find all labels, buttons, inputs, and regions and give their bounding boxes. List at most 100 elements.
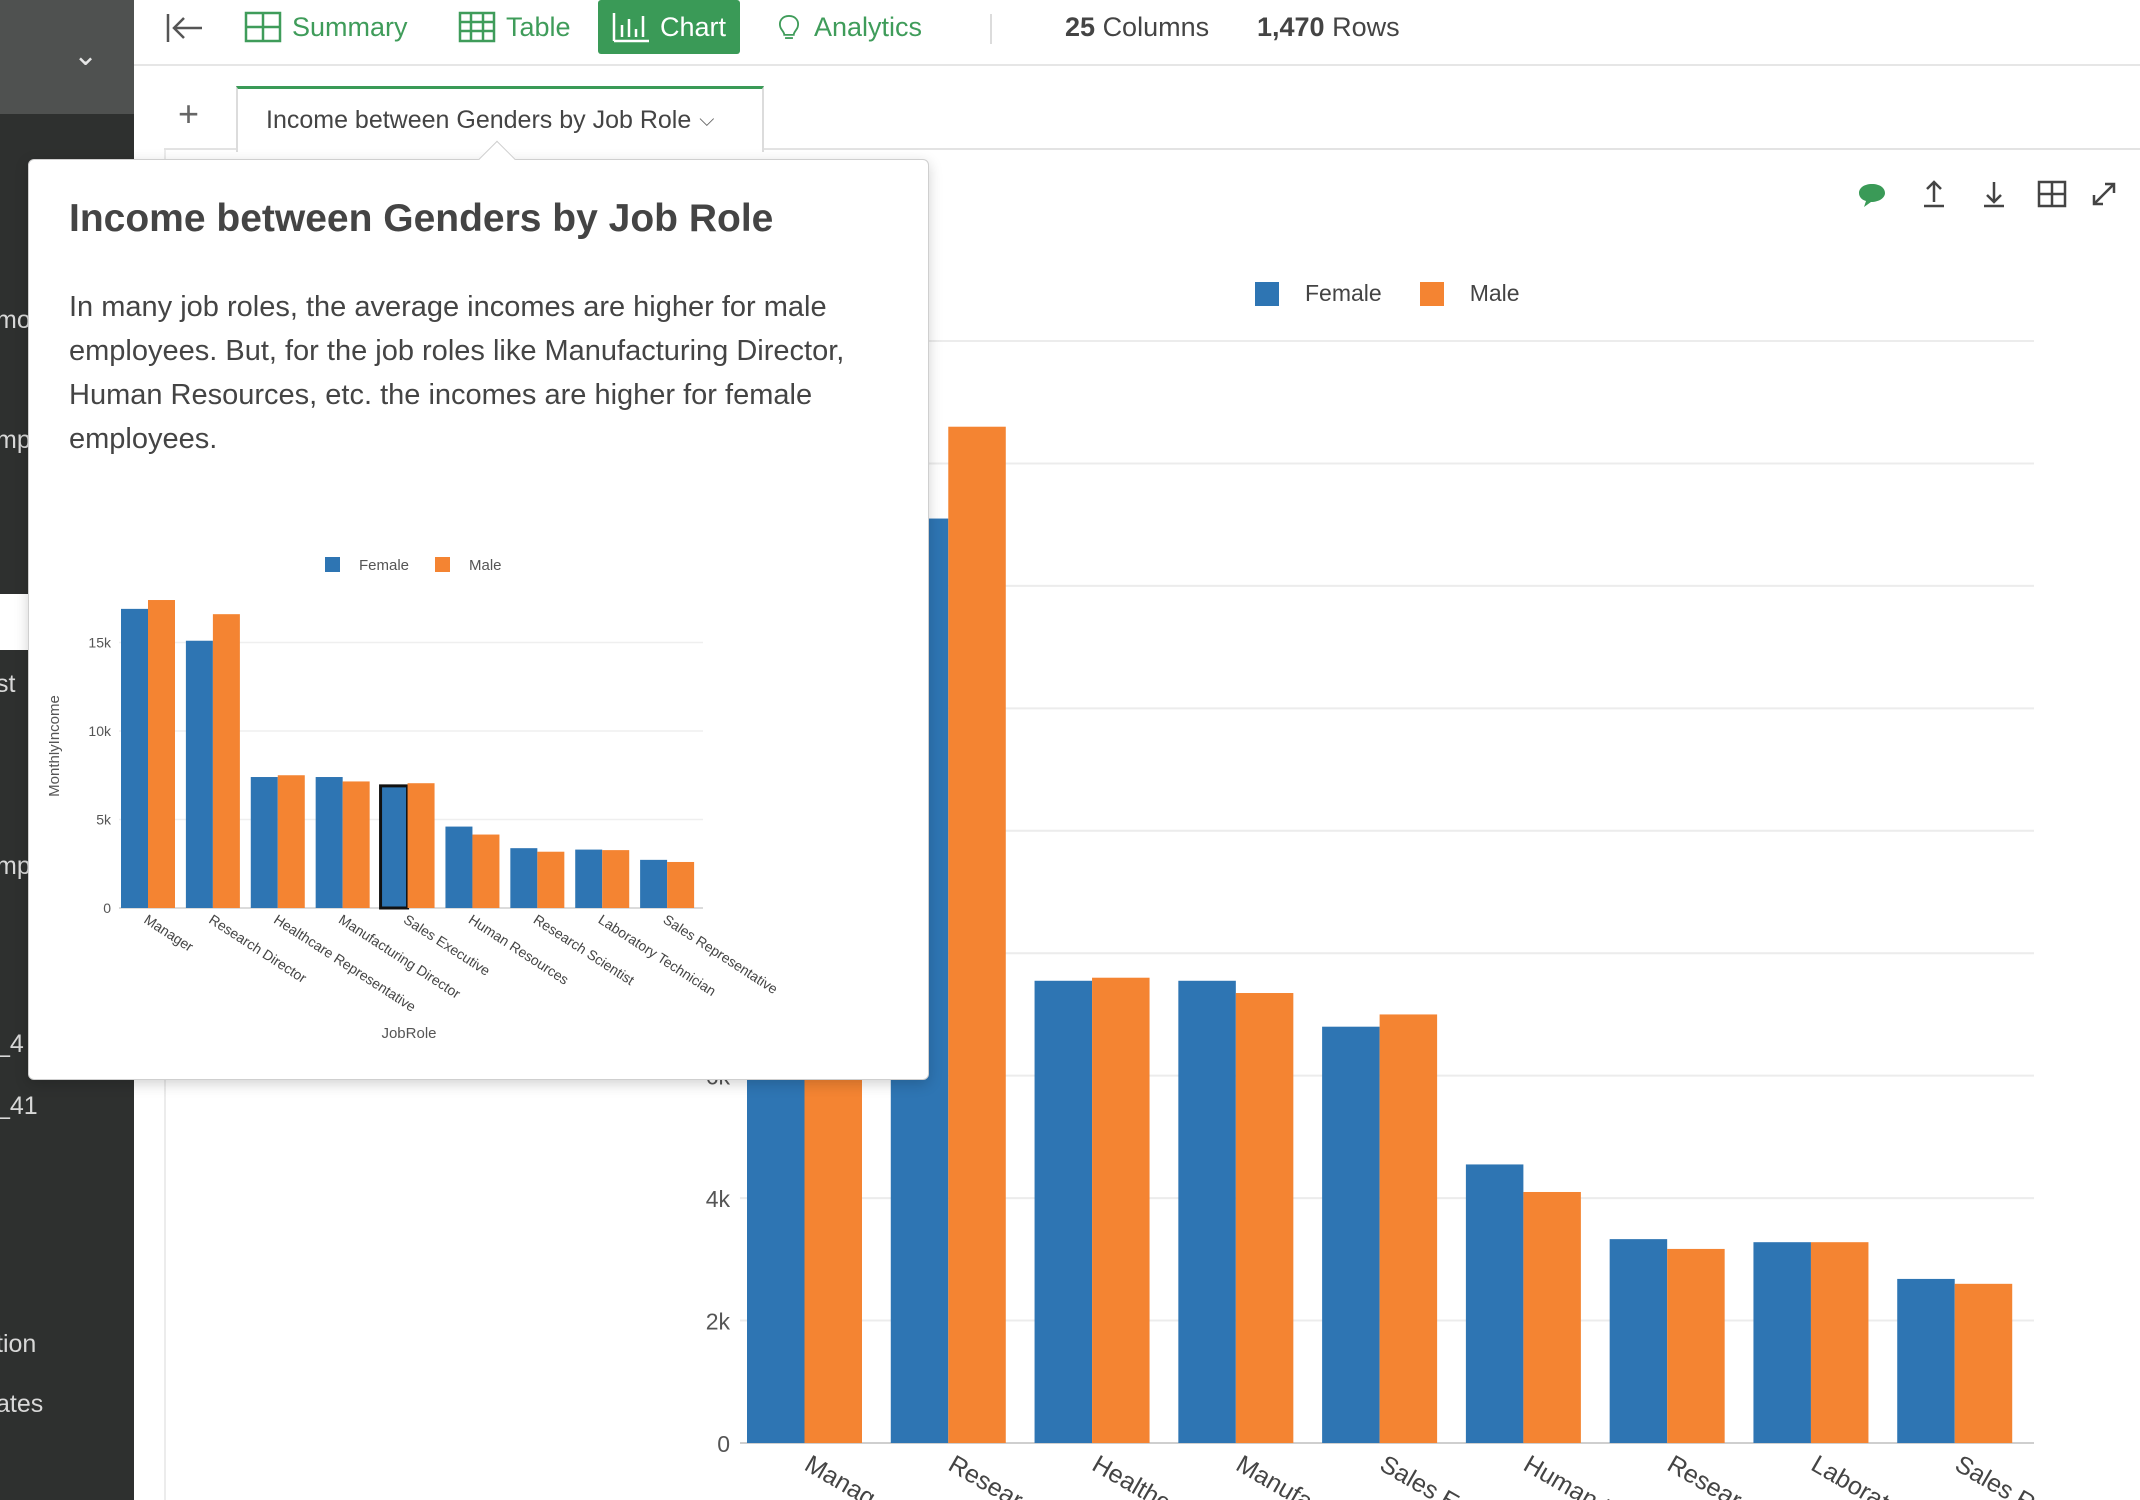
bar-male[interactable]	[948, 426, 1006, 1443]
analytics-label: Analytics	[814, 11, 923, 42]
bar-female[interactable]	[510, 848, 538, 908]
chart-actions	[1852, 178, 2132, 212]
x-tick-label: Sales E	[1375, 1450, 1464, 1500]
bar-male[interactable]	[277, 775, 305, 908]
bar-male[interactable]	[1810, 1242, 1869, 1443]
x-tick-label: Sales Representative	[660, 911, 780, 997]
legend-swatch-female	[1255, 281, 1279, 306]
x-tick-label: Manager	[141, 911, 196, 955]
sidebar-item-label[interactable]: st	[0, 670, 16, 698]
bar-male[interactable]	[472, 834, 500, 908]
y-tick-label: 4k	[706, 1186, 731, 1212]
bar-female[interactable]	[121, 608, 148, 908]
bar-female[interactable]	[315, 777, 343, 908]
bar-female[interactable]	[1609, 1239, 1668, 1443]
bar-male[interactable]	[1954, 1283, 2013, 1443]
bar-male[interactable]	[148, 600, 175, 908]
bar-female[interactable]	[250, 777, 278, 908]
legend-label-male: Male	[1469, 280, 1520, 306]
main-chart-legend: Female Male	[1255, 280, 1558, 307]
chart-description-popover: Income between Genders by Job Role In ma…	[28, 140, 929, 1080]
sidebar-item-label[interactable]: _41	[0, 1092, 38, 1120]
chevron-down-icon[interactable]: ⌵	[699, 109, 715, 131]
x-tick-label: Laborat	[1806, 1450, 1893, 1500]
y-tick-label: 0	[717, 1431, 730, 1457]
bar-male[interactable]	[537, 851, 565, 908]
sidebar-item-label[interactable]: ates	[0, 1390, 44, 1418]
chart-tab-bar: + Income between Genders by Job Role ⌵	[164, 66, 2140, 152]
collapse-left-icon[interactable]	[164, 11, 204, 45]
download-icon[interactable]	[1978, 178, 2010, 210]
table-icon	[458, 11, 496, 43]
tab-income-by-job-role[interactable]: Income between Genders by Job Role ⌵	[236, 86, 764, 152]
expand-icon[interactable]	[2088, 178, 2120, 210]
sidebar-header[interactable]: ⌄	[0, 0, 134, 114]
upload-icon[interactable]	[1918, 178, 1950, 210]
bar-female[interactable]	[379, 784, 410, 910]
table-button[interactable]: Table	[444, 0, 585, 54]
x-tick-label: Manufa	[1231, 1450, 1317, 1500]
rows-label: Rows	[1332, 12, 1400, 42]
legend-label-male: Male	[469, 557, 502, 574]
columns-number: 25	[1065, 12, 1096, 42]
sidebar-item-label[interactable]: mo	[0, 306, 31, 334]
comment-icon[interactable]	[1856, 178, 1888, 210]
bar-female[interactable]	[575, 849, 603, 908]
x-tick-label: Sales R	[1950, 1450, 2040, 1500]
bar-male[interactable]	[1092, 977, 1150, 1443]
legend-label-female: Female	[1305, 280, 1382, 306]
y-tick-label: 2k	[706, 1309, 731, 1335]
bar-male[interactable]	[1523, 1191, 1581, 1443]
x-tick-label: Researc	[1663, 1450, 1758, 1500]
bar-male[interactable]	[667, 861, 695, 908]
legend-swatch-female	[325, 557, 340, 572]
sidebar-item-label[interactable]: mp	[0, 852, 31, 880]
bar-female[interactable]	[1465, 1164, 1524, 1443]
tab-label: Income between Genders by Job Role	[266, 106, 692, 134]
toolbar-divider	[990, 14, 992, 44]
bar-male[interactable]	[212, 614, 240, 908]
bar-male[interactable]	[342, 781, 370, 908]
add-tab-button[interactable]: +	[178, 93, 200, 134]
chevron-down-icon[interactable]: ⌄	[73, 39, 99, 72]
rows-count: 1,470 Rows	[1257, 12, 1400, 43]
columns-label: Columns	[1102, 12, 1210, 42]
x-tick-label: Laboratory Technician	[596, 911, 719, 999]
summary-button[interactable]: Summary	[230, 0, 422, 54]
chart-label: Chart	[660, 11, 727, 42]
bar-female[interactable]	[1178, 980, 1236, 1443]
bar-female[interactable]	[445, 826, 473, 908]
y-tick-label: 10k	[88, 723, 112, 739]
chart-button[interactable]: Chart	[598, 0, 741, 54]
bar-chart-icon	[612, 13, 649, 43]
bar-female[interactable]	[185, 640, 213, 908]
table-label: Table	[506, 11, 571, 42]
bar-female[interactable]	[1322, 1026, 1380, 1443]
x-tick-label: Researc	[944, 1450, 1039, 1500]
legend-label-female: Female	[359, 557, 409, 574]
sidebar-item-label[interactable]: tion	[0, 1330, 37, 1358]
columns-count: 25 Columns	[1065, 12, 1209, 43]
x-tick-label: Manag	[800, 1450, 880, 1500]
bar-female[interactable]	[640, 859, 668, 908]
bar-male[interactable]	[1379, 1014, 1438, 1443]
y-axis-label: MonthlyIncome	[49, 695, 63, 797]
bar-male[interactable]	[1667, 1248, 1725, 1443]
bar-female[interactable]	[1897, 1278, 1955, 1443]
grid-icon[interactable]	[2036, 178, 2068, 210]
sidebar-selected-item[interactable]	[0, 594, 30, 650]
bar-male[interactable]	[1235, 993, 1294, 1443]
thumbnail-legend: Female Male	[325, 557, 502, 574]
view-toolbar: Summary Table Chart	[134, 0, 2140, 66]
summary-icon	[244, 11, 282, 43]
x-tick-label: Human R	[1519, 1450, 1624, 1500]
analytics-button[interactable]: Analytics	[760, 0, 936, 54]
rows-number: 1,470	[1257, 12, 1325, 42]
bar-female[interactable]	[1034, 980, 1093, 1443]
x-axis-label: JobRole	[381, 1025, 436, 1042]
bar-male[interactable]	[407, 783, 435, 908]
bar-female[interactable]	[1753, 1242, 1811, 1443]
bar-male[interactable]	[602, 850, 630, 908]
x-tick-label: Healthc	[1088, 1450, 1175, 1500]
sidebar-item-label[interactable]: _4	[0, 1030, 24, 1058]
